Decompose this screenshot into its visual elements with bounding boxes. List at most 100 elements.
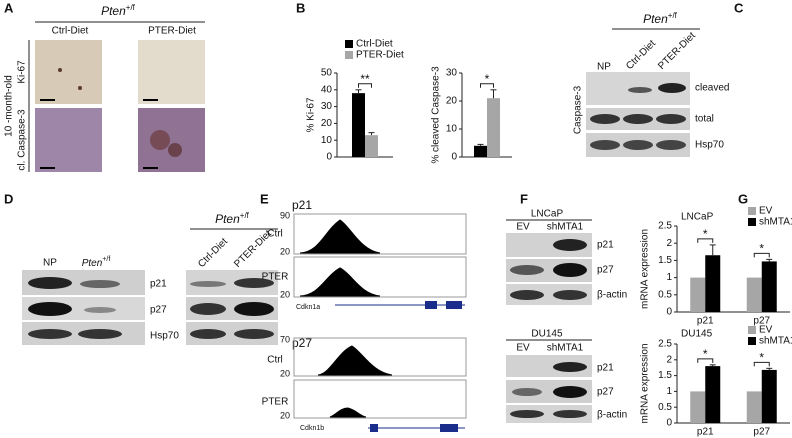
significance-label: * xyxy=(485,72,490,86)
track-frame xyxy=(293,256,467,298)
stain xyxy=(78,86,82,90)
track-frame xyxy=(293,213,467,255)
allele: +/f xyxy=(240,211,250,220)
band-label: Hsp70 xyxy=(150,331,179,342)
band xyxy=(510,410,544,418)
y-tick-label: 50 xyxy=(321,68,333,79)
y-axis-label: mRNA expression xyxy=(640,343,651,423)
track-gene: p27 xyxy=(292,336,312,350)
exon xyxy=(440,424,458,432)
cell-line: DU145 xyxy=(531,329,563,340)
band xyxy=(628,87,652,93)
track-gene: p21 xyxy=(292,198,312,212)
band xyxy=(623,114,653,124)
lane-label: PTER-Diet xyxy=(656,30,698,72)
x-tick-label: p27 xyxy=(753,316,770,327)
y-axis-label: % cleaved Caspase-3 xyxy=(431,66,442,164)
image xyxy=(35,108,102,172)
band xyxy=(84,307,116,313)
exon xyxy=(425,301,437,309)
peak xyxy=(329,407,367,418)
genotype-header: Pten+/f xyxy=(215,211,250,227)
band xyxy=(553,386,587,398)
error-bar xyxy=(477,143,484,146)
lane-label: shMTA1 xyxy=(547,222,584,233)
significance-bracket xyxy=(480,83,494,88)
legend-label: EV xyxy=(759,206,773,217)
y-tick-label: 1 xyxy=(666,272,672,283)
peak xyxy=(299,267,381,297)
track-condition: Ctrl xyxy=(267,229,283,240)
track-condition: PTER xyxy=(262,272,289,283)
x-tick-label: p21 xyxy=(697,316,714,327)
gene: Pten xyxy=(215,212,240,226)
significance-label: * xyxy=(759,351,764,365)
lane-label: NP xyxy=(597,62,611,73)
track-condition: Ctrl xyxy=(267,355,283,366)
y-tick-label: 0 xyxy=(451,152,457,163)
band-label: cleaved xyxy=(695,83,729,94)
panel-label: C xyxy=(734,0,744,15)
blot xyxy=(506,233,592,423)
y-tick-label: 2.5 xyxy=(658,339,672,350)
band xyxy=(80,280,120,288)
bar xyxy=(705,366,721,423)
y-tick-label: 1.5 xyxy=(658,255,672,266)
legend-swatch xyxy=(748,326,756,334)
band-label: total xyxy=(695,114,714,125)
band-label: p27 xyxy=(597,265,614,276)
panel-label: B xyxy=(296,0,305,15)
error-bar xyxy=(368,132,375,136)
antibody-label: Caspase-3 xyxy=(573,85,584,134)
legend-swatch xyxy=(345,51,353,59)
tracks xyxy=(293,213,467,432)
significance-bracket xyxy=(753,361,770,367)
band-label: Hsp70 xyxy=(695,140,724,151)
track-ymax: 90 xyxy=(280,210,290,220)
significance-bracket xyxy=(358,83,372,88)
gene: Pten xyxy=(643,12,668,26)
column-label: Ctrl-Diet xyxy=(52,26,89,37)
error-bar xyxy=(766,258,773,262)
lane-label: EV xyxy=(516,222,530,233)
column-label: PTER-Diet xyxy=(148,26,196,37)
band-label: p21 xyxy=(150,279,167,290)
legend-label: PTER-Diet xyxy=(356,50,404,61)
significance-label: * xyxy=(703,227,708,241)
error-bar xyxy=(766,367,773,370)
blot xyxy=(586,72,690,157)
x-tick-label: p21 xyxy=(697,427,714,438)
blot-strip xyxy=(186,322,278,345)
band xyxy=(28,329,72,339)
gene: Pten xyxy=(101,4,126,18)
bar xyxy=(705,255,721,312)
legend-label: EV xyxy=(759,325,773,336)
band xyxy=(590,114,620,124)
y-tick-label: 10 xyxy=(446,124,458,135)
y-axis-label: mRNA expression xyxy=(640,229,651,309)
bar xyxy=(690,391,706,423)
bar xyxy=(746,391,762,423)
band xyxy=(658,83,686,93)
legend-swatch xyxy=(748,207,756,215)
track-ymax: 70 xyxy=(280,334,290,344)
y-tick-label: 0 xyxy=(326,152,332,163)
band xyxy=(190,329,226,339)
band xyxy=(553,290,587,300)
y-tick-label: 40 xyxy=(321,84,333,95)
lane-label: Ctrl-Diet xyxy=(624,38,658,72)
panel-label: A xyxy=(4,0,14,15)
error-bar xyxy=(709,244,716,256)
image xyxy=(138,40,205,104)
band-label: β-actin xyxy=(597,290,627,301)
chart-title: DU145 xyxy=(681,329,713,340)
band xyxy=(553,410,587,418)
allele: +/f xyxy=(668,11,678,20)
allele: +/f xyxy=(102,256,110,263)
y-tick-label: 0.5 xyxy=(658,402,672,413)
track-ymin: 20 xyxy=(280,289,290,299)
significance-bracket xyxy=(697,238,714,243)
legend-label: shMTA1 xyxy=(759,217,792,228)
peak xyxy=(317,345,393,376)
